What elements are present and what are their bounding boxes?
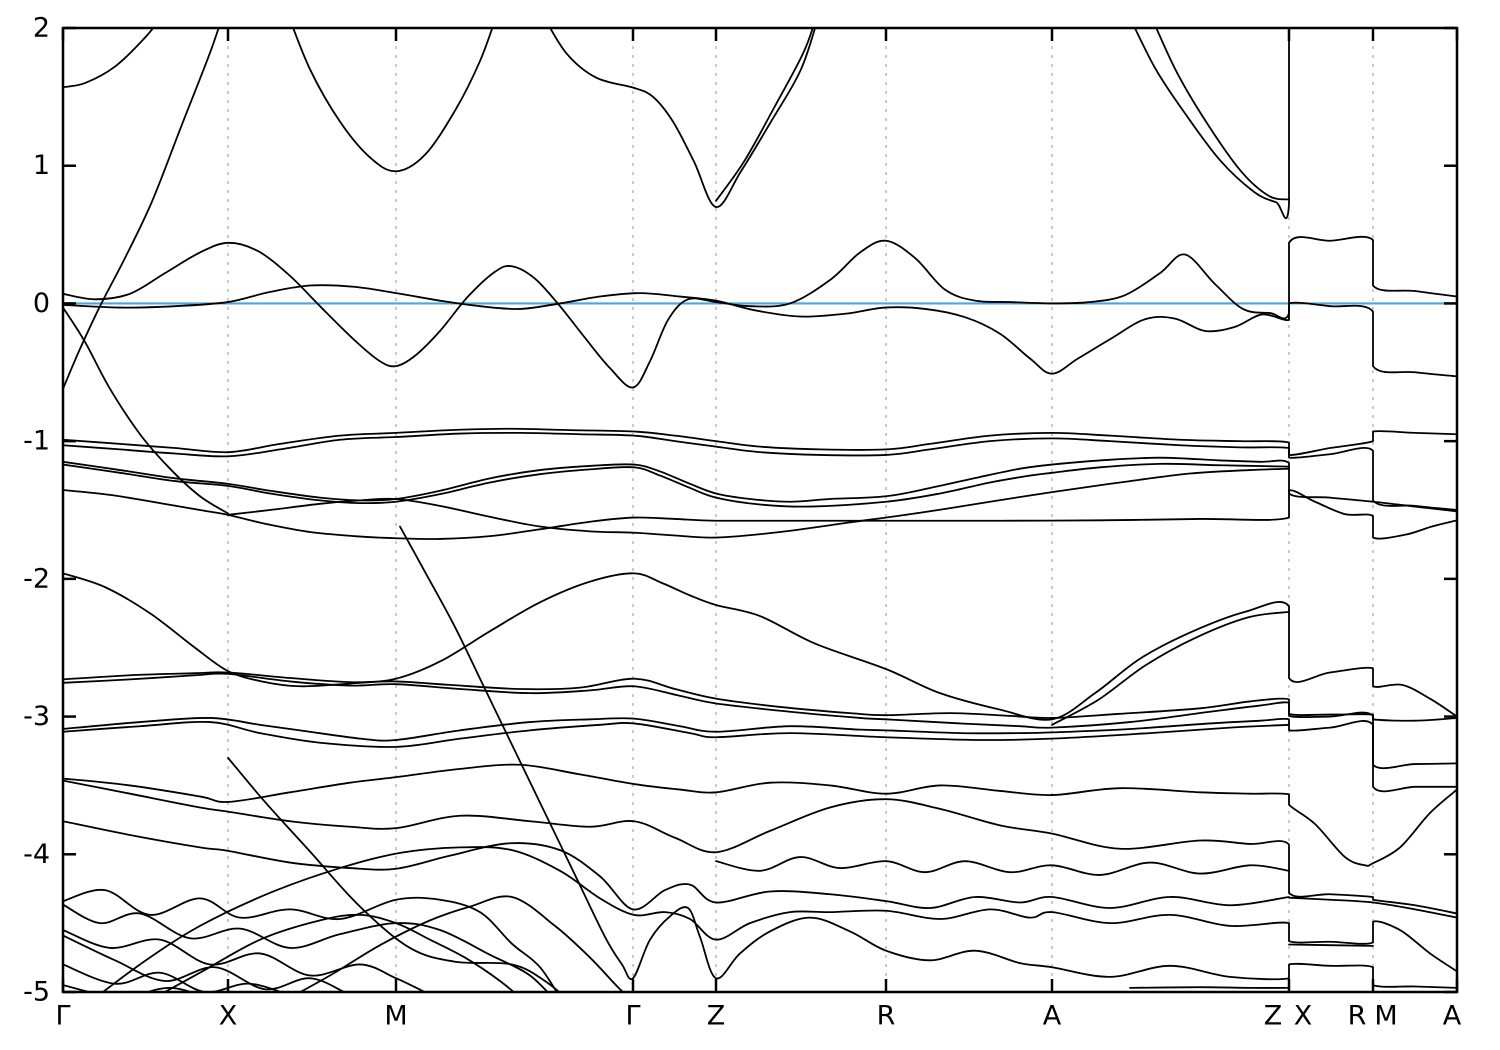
band-line: [1155, 28, 1290, 201]
x-tick-label: Z: [707, 1001, 726, 1032]
band-line: [63, 235, 1457, 389]
band-line: [163, 913, 516, 992]
band-line: [63, 717, 1457, 793]
plot-frame: [61, 26, 1459, 994]
band-line: [63, 572, 1457, 721]
y-tick-label: -4: [23, 839, 50, 870]
y-tick-label: -1: [23, 426, 50, 457]
band-line: [63, 720, 1290, 748]
band-line: [1129, 986, 1290, 989]
band-line: [63, 462, 1290, 508]
y-tick-label: -5: [23, 977, 50, 1008]
axis-ticks: [61, 26, 1459, 994]
band-line: [63, 903, 549, 992]
x-tick-label: Z: [1264, 1001, 1283, 1032]
x-tick-label: A: [1443, 1001, 1462, 1032]
kpoint-gridlines: [227, 28, 1374, 992]
x-tick-label: Γ: [625, 1001, 640, 1032]
band-line: [63, 489, 1457, 540]
energy-bands: [63, 28, 1457, 992]
band-line: [63, 284, 1457, 378]
y-tick-label: -2: [23, 563, 50, 594]
band-line: [63, 820, 1457, 919]
y-tick-label: 0: [33, 288, 50, 319]
band-line: [292, 28, 494, 173]
band-line: [399, 525, 1457, 989]
band-line: [63, 984, 194, 992]
x-tick-label: A: [1043, 1001, 1062, 1032]
band-line: [63, 427, 1457, 456]
x-tick-label: Γ: [55, 1001, 70, 1032]
band-line: [63, 28, 155, 89]
band-line: [63, 779, 1457, 915]
band-line: [227, 467, 1290, 539]
band-line: [63, 671, 1457, 722]
y-tick-label: 1: [33, 150, 50, 181]
x-tick-label: M: [1374, 1001, 1397, 1032]
band-line: [63, 763, 1457, 867]
band-line: [298, 895, 625, 992]
band-line: [549, 28, 817, 208]
band-line: [63, 306, 229, 515]
band-line: [227, 756, 561, 992]
band-line: [63, 934, 346, 992]
band-line: [63, 672, 1457, 770]
band-line: [1051, 611, 1290, 726]
plot-border: [61, 26, 1459, 994]
band-line: [63, 456, 1457, 513]
x-tick-label: X: [1294, 1001, 1313, 1032]
x-tick-label: M: [384, 1001, 407, 1032]
x-tick-label: R: [1348, 1001, 1367, 1032]
x-tick-label: X: [219, 1001, 238, 1032]
y-axis-tick-labels: 2 1 0 -1 -2 -3 -4 -5: [23, 13, 50, 1008]
band-line: [715, 856, 1290, 876]
band-line: [63, 929, 427, 992]
band-line: [715, 28, 814, 202]
band-line: [63, 28, 220, 390]
band-line: [1288, 943, 1374, 947]
band-line: [101, 846, 1457, 992]
x-tick-label: R: [877, 1001, 896, 1032]
y-tick-label: -3: [23, 701, 50, 732]
band-line: [63, 431, 1457, 511]
band-line: [1133, 28, 1290, 220]
band-line: [63, 888, 558, 992]
y-tick-label: 2: [33, 13, 50, 44]
